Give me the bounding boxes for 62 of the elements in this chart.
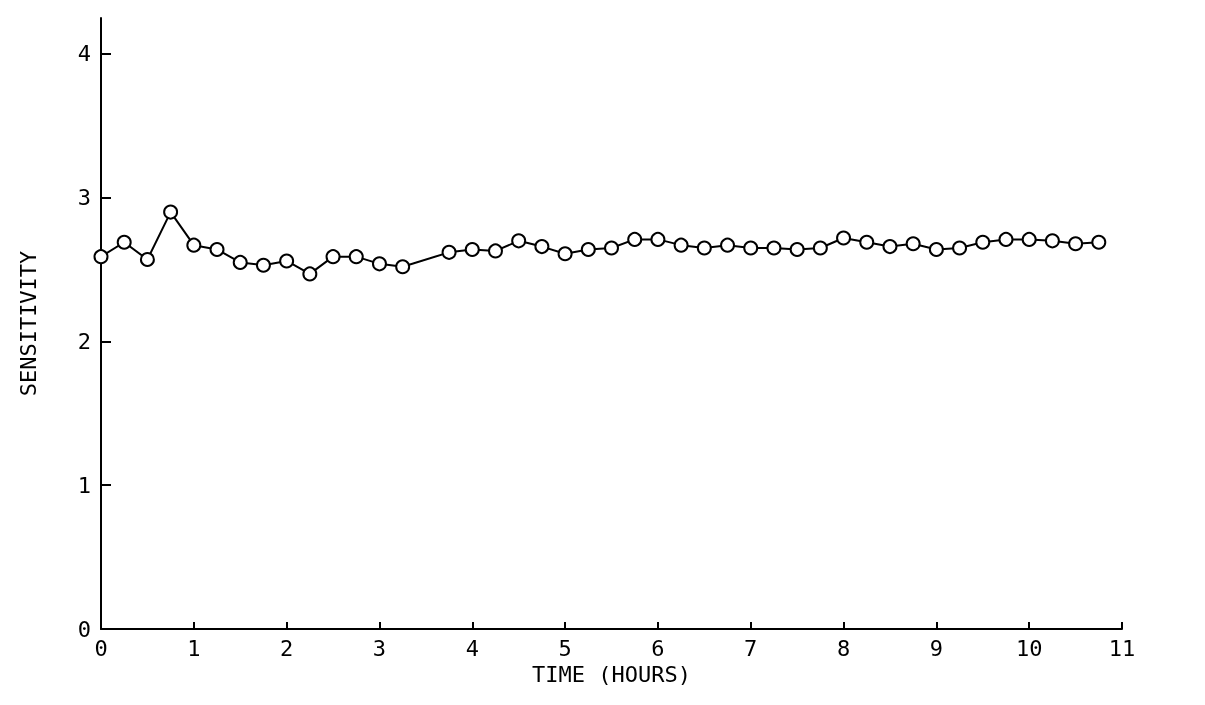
- point: [279, 253, 295, 269]
- x-tick-label: 6: [651, 635, 665, 661]
- point: [93, 249, 109, 265]
- point: [116, 234, 132, 250]
- point: [928, 241, 944, 257]
- point: [139, 252, 155, 268]
- point: [696, 240, 712, 256]
- point: [464, 241, 480, 257]
- y-tick-label: 2: [77, 328, 91, 354]
- point: [1091, 234, 1107, 250]
- point: [163, 204, 179, 220]
- point: [812, 240, 828, 256]
- point: [255, 257, 271, 273]
- point: [371, 256, 387, 272]
- point: [673, 237, 689, 253]
- point: [186, 237, 202, 253]
- y-tick-label: 3: [77, 185, 91, 211]
- point: [557, 246, 573, 262]
- point: [487, 243, 503, 259]
- x-axis-title: TIME (HOURS): [532, 662, 691, 688]
- point: [1044, 233, 1060, 249]
- point: [743, 240, 759, 256]
- point: [395, 259, 411, 275]
- x-tick-label: 5: [558, 635, 572, 661]
- point: [302, 266, 318, 282]
- point: [882, 239, 898, 255]
- point: [534, 239, 550, 255]
- point: [836, 230, 852, 246]
- x-tick-label: 4: [465, 635, 479, 661]
- point: [580, 241, 596, 257]
- point: [325, 249, 341, 265]
- point: [905, 236, 921, 252]
- x-tick-label: 1: [187, 635, 201, 661]
- point: [1021, 231, 1037, 247]
- point: [232, 254, 248, 270]
- x-tick-label: 3: [372, 635, 387, 661]
- point: [441, 244, 457, 260]
- point: [952, 240, 968, 256]
- point: [1068, 236, 1084, 252]
- point: [975, 234, 991, 250]
- point: [789, 241, 805, 257]
- x-tick-label: 11: [1108, 635, 1136, 661]
- point: [348, 249, 364, 265]
- x-tick-label: 2: [280, 635, 294, 661]
- x-tick-label: 10: [1015, 635, 1043, 661]
- point: [511, 233, 527, 249]
- x-tick-label: 8: [836, 635, 851, 661]
- point: [859, 234, 875, 250]
- point: [627, 231, 643, 247]
- y-tick-label: 1: [77, 472, 91, 498]
- point: [998, 231, 1014, 247]
- point: [650, 231, 666, 247]
- x-tick-label: 0: [94, 635, 108, 661]
- y-tick-label: 0: [77, 616, 91, 642]
- x-tick-label: 9: [929, 635, 943, 661]
- point: [209, 241, 225, 257]
- point: [720, 237, 736, 253]
- point: [604, 240, 619, 256]
- y-axis-title: SENSITIVITY: [15, 250, 41, 397]
- y-tick-label: 4: [77, 41, 91, 67]
- x-tick-label: 7: [744, 635, 758, 661]
- point: [766, 240, 782, 256]
